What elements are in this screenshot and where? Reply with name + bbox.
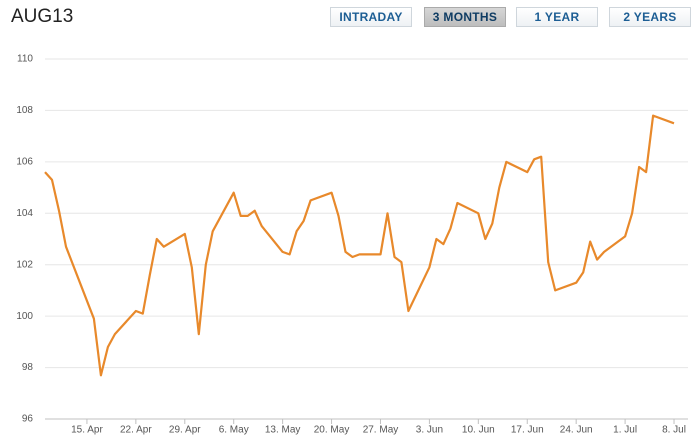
x-tick-label: 8. Jul bbox=[662, 425, 686, 436]
range-button[interactable]: 1 YEAR bbox=[516, 7, 598, 27]
x-tick-label: 6. May bbox=[219, 425, 249, 436]
y-tick-label: 98 bbox=[22, 362, 34, 373]
x-tick-label: 15. Apr bbox=[71, 425, 103, 436]
x-tick-label: 3. Jun bbox=[416, 425, 443, 436]
x-tick-label: 1. Jul bbox=[613, 425, 637, 436]
y-tick-label: 100 bbox=[16, 311, 33, 322]
x-tick-label: 17. Jun bbox=[511, 425, 544, 436]
range-button[interactable]: 2 YEARS bbox=[609, 7, 691, 27]
x-tick-label: 27. May bbox=[363, 425, 399, 436]
y-tick-label: 110 bbox=[17, 54, 33, 65]
y-tick-label: 106 bbox=[16, 156, 33, 167]
x-tick-label: 24. Jun bbox=[560, 425, 593, 436]
price-line bbox=[44, 114, 675, 377]
x-tick-label: 29. Apr bbox=[169, 425, 201, 436]
y-tick-label: 102 bbox=[16, 259, 33, 270]
x-tick-label: 22. Apr bbox=[120, 425, 152, 436]
page-title: AUG13 bbox=[11, 6, 74, 27]
x-tick-label: 13. May bbox=[265, 425, 301, 436]
y-tick-label: 108 bbox=[16, 105, 33, 116]
x-tick-label: 20. May bbox=[314, 425, 350, 436]
y-tick-label: 104 bbox=[16, 208, 33, 219]
x-tick-label: 10. Jun bbox=[462, 425, 495, 436]
range-button[interactable]: 3 MONTHS bbox=[424, 7, 506, 27]
range-button[interactable]: INTRADAY bbox=[330, 7, 412, 27]
y-tick-label: 96 bbox=[22, 414, 34, 425]
